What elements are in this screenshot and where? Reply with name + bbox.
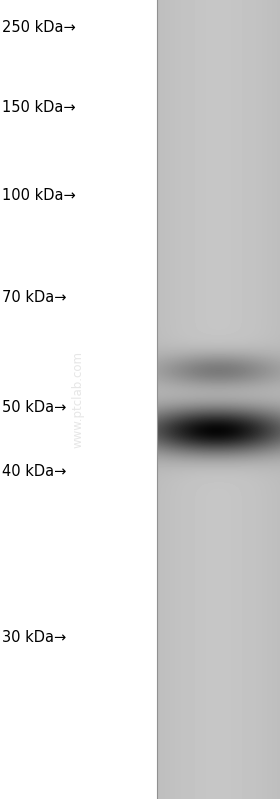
Text: 30 kDa→: 30 kDa→ [2, 630, 66, 646]
Text: 40 kDa→: 40 kDa→ [2, 464, 66, 479]
Text: 250 kDa→: 250 kDa→ [2, 21, 76, 35]
Text: 50 kDa→: 50 kDa→ [2, 400, 66, 415]
Text: www.ptclab.com: www.ptclab.com [71, 351, 85, 448]
Text: 150 kDa→: 150 kDa→ [2, 100, 76, 114]
Text: 100 kDa→: 100 kDa→ [2, 189, 76, 204]
Text: 70 kDa→: 70 kDa→ [2, 291, 67, 305]
